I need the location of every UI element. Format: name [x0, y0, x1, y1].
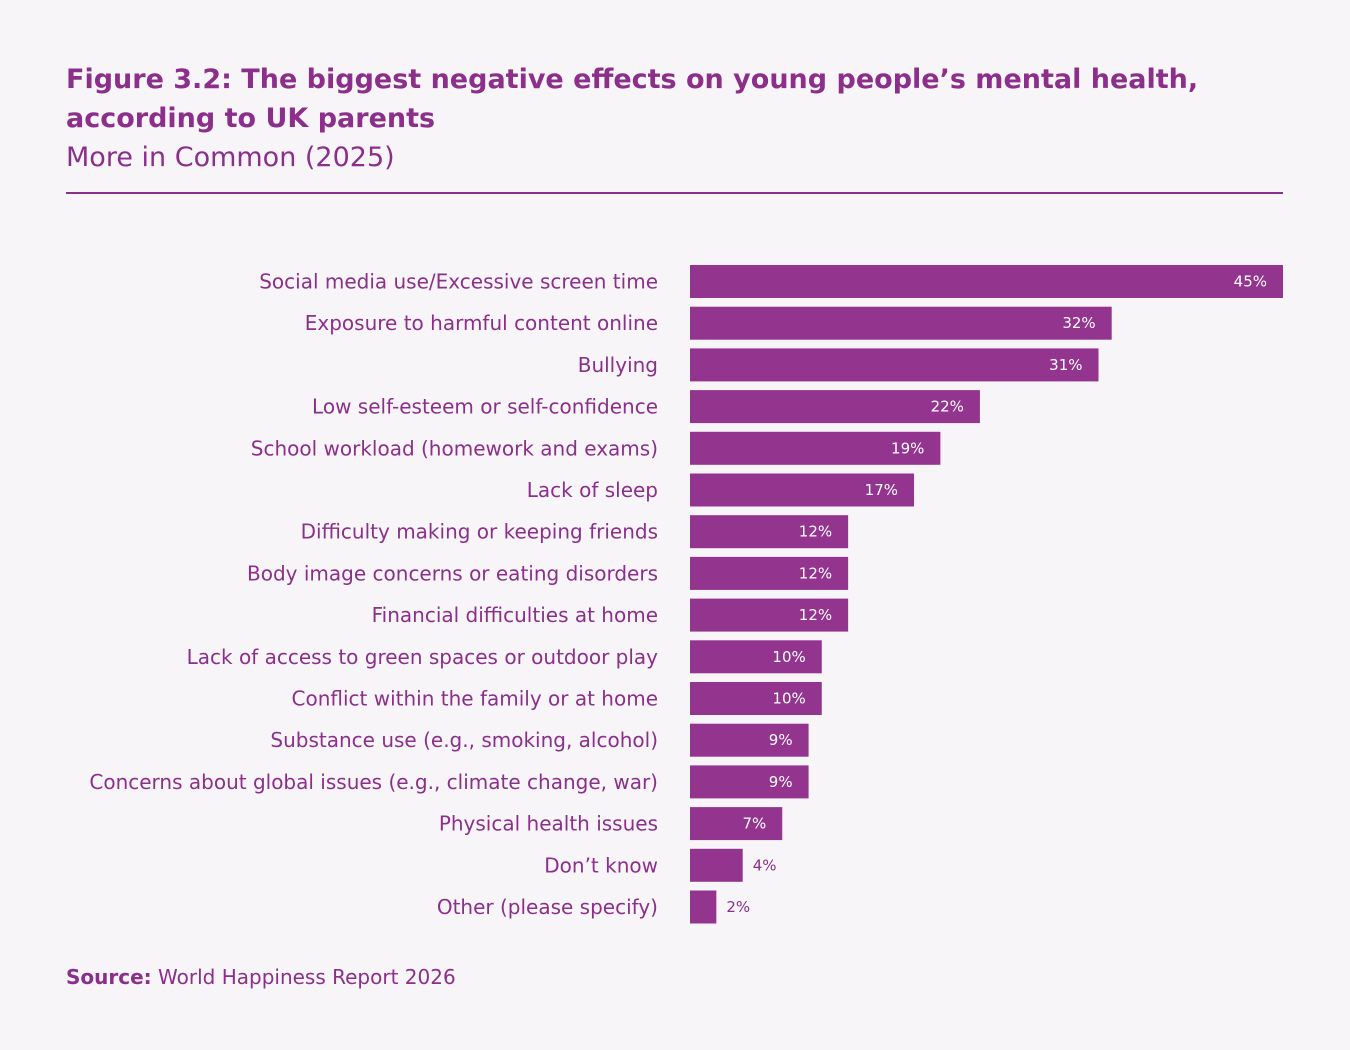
category-label: Low self-esteem or self-confidence: [312, 395, 658, 419]
value-label: 45%: [1234, 273, 1267, 291]
category-label: Other (please specify): [437, 895, 658, 919]
source-note: Source: World Happiness Report 2026: [66, 963, 456, 991]
value-label: 9%: [769, 731, 793, 749]
category-label: Body image concerns or eating disorders: [247, 561, 658, 585]
category-label: Exposure to harmful content online: [305, 311, 658, 335]
bar: [690, 682, 822, 715]
bar: [690, 306, 1112, 340]
category-label: Social media use/Excessive screen time: [259, 270, 658, 294]
bar: [690, 348, 1099, 382]
bar: [690, 890, 717, 924]
category-label: Substance use (e.g., smoking, alcohol): [270, 728, 658, 752]
bar: [690, 807, 783, 841]
value-label: 7%: [742, 815, 766, 833]
category-label: Conflict within the family or at home: [292, 687, 658, 711]
bar: [690, 598, 849, 632]
bar: [690, 473, 915, 507]
bar: [690, 723, 809, 757]
category-label: Concerns about global issues (e.g., clim…: [89, 770, 658, 794]
category-label: Bullying: [578, 353, 658, 377]
value-label: 4%: [753, 856, 777, 874]
bar: [690, 765, 809, 799]
bar: [690, 515, 849, 549]
value-label: 10%: [772, 648, 805, 666]
source-text: World Happiness Report 2026: [151, 965, 456, 989]
value-label: 19%: [891, 439, 924, 457]
category-label: Physical health issues: [439, 812, 658, 836]
category-label: School workload (homework and exams): [251, 436, 658, 460]
category-label: Lack of access to green spaces or outdoo…: [187, 645, 659, 669]
value-label: 22%: [931, 398, 964, 416]
value-label: 12%: [799, 523, 832, 541]
category-label: Lack of sleep: [527, 478, 658, 502]
category-label: Difficulty making or keeping friends: [301, 520, 658, 544]
bar: [690, 265, 1283, 298]
bar: [690, 556, 849, 590]
chart-title: Figure 3.2: The biggest negative effects…: [66, 64, 1199, 134]
value-label: 9%: [769, 773, 793, 791]
value-label: 17%: [865, 481, 898, 499]
category-label: Financial difficulties at home: [372, 603, 658, 627]
title-divider: [66, 192, 1283, 194]
value-label: 12%: [799, 606, 832, 624]
bar: [690, 640, 822, 674]
source-prefix: Source:: [66, 965, 152, 989]
value-label: 2%: [726, 898, 750, 916]
value-label: 10%: [772, 690, 805, 708]
value-label: 31%: [1049, 356, 1082, 374]
chart-subtitle: More in Common (2025): [66, 142, 395, 173]
category-label: Don’t know: [544, 853, 658, 877]
bar: [690, 390, 980, 424]
value-label: 32%: [1062, 314, 1095, 332]
value-label: 12%: [799, 564, 832, 582]
bar: [690, 431, 941, 465]
bar: [690, 848, 743, 882]
